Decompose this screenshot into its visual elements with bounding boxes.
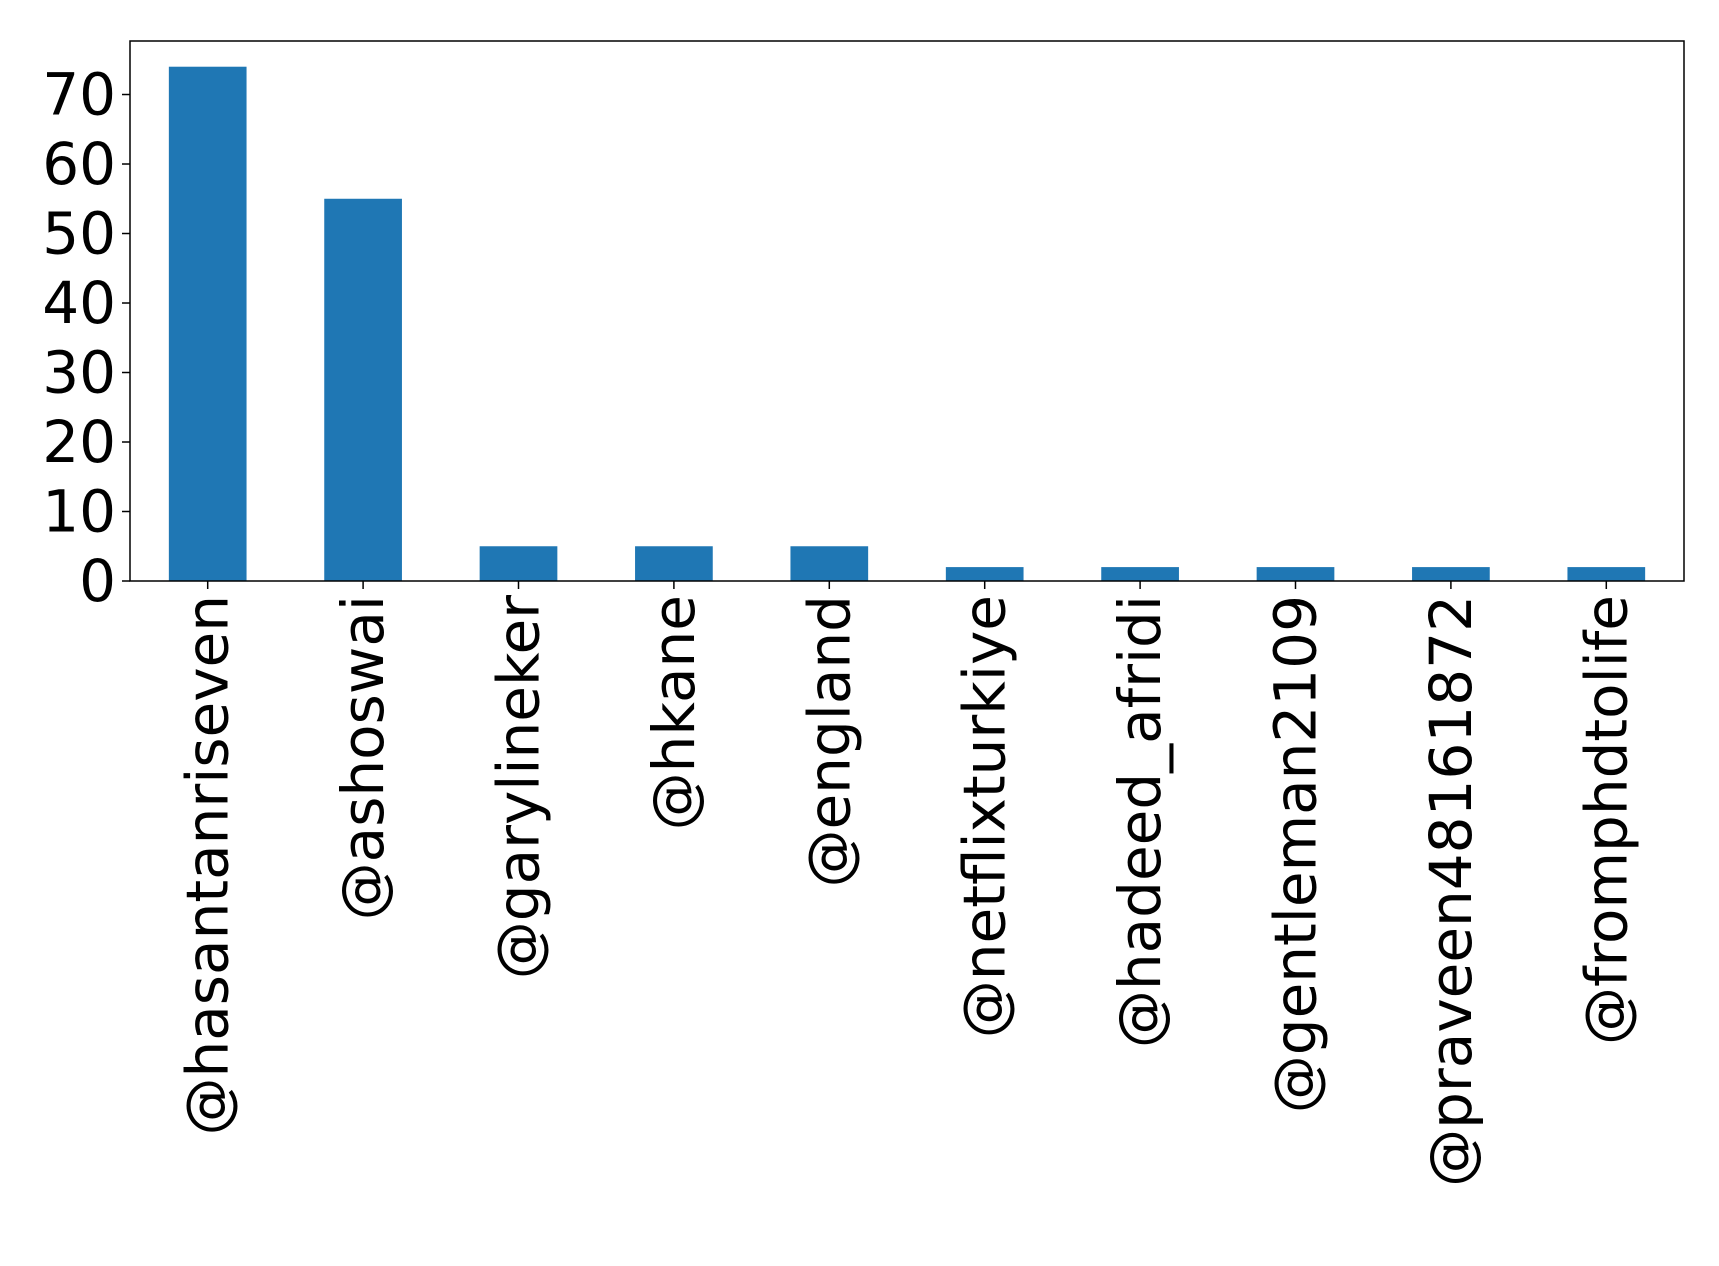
bar-hadeed_afridi	[1101, 567, 1179, 581]
x-tick-label: @gentleman2109	[1262, 595, 1330, 1113]
x-tick-label: @hadeed_afridi	[1106, 595, 1174, 1048]
y-tick-label: 20	[42, 408, 116, 476]
y-tick-label: 70	[42, 61, 116, 129]
bar-gentleman2109	[1256, 567, 1335, 581]
x-tick-label: @ashoswai	[329, 595, 397, 920]
y-tick-label: 10	[42, 478, 116, 546]
x-tick-label: @hasantanriseven	[174, 595, 242, 1136]
x-tick-label: @garylineker	[485, 595, 553, 979]
x-tick-label: @praveen48161872	[1417, 595, 1485, 1187]
plot-frame	[129, 40, 1685, 582]
y-tick-label: 60	[42, 130, 116, 198]
x-tick-label: @hkane	[640, 595, 708, 830]
y-tick-label: 50	[42, 200, 116, 268]
bar-ashoswai	[324, 198, 402, 581]
bar-netflixturkiye	[945, 567, 1024, 581]
bar-series	[168, 66, 1646, 581]
x-axis: @hasantanriseven @ashoswai @garylineker @hk…	[174, 581, 1640, 1187]
x-tick-label: @fromphdtolife	[1572, 595, 1640, 1045]
y-tick-label: 0	[79, 547, 116, 615]
y-tick-label: 30	[42, 339, 116, 407]
bar-hkane	[635, 546, 713, 581]
x-tick-label: @netflixturkiye	[951, 595, 1019, 1038]
bar-fromphdtolife	[1567, 567, 1646, 581]
bar-hasantanriseven	[168, 66, 247, 581]
x-tick-label: @england	[795, 595, 863, 888]
bar-garylineker	[479, 546, 558, 581]
bar-england	[790, 546, 869, 581]
y-tick-label: 40	[42, 269, 116, 337]
bar-praveen48161872	[1412, 567, 1490, 581]
